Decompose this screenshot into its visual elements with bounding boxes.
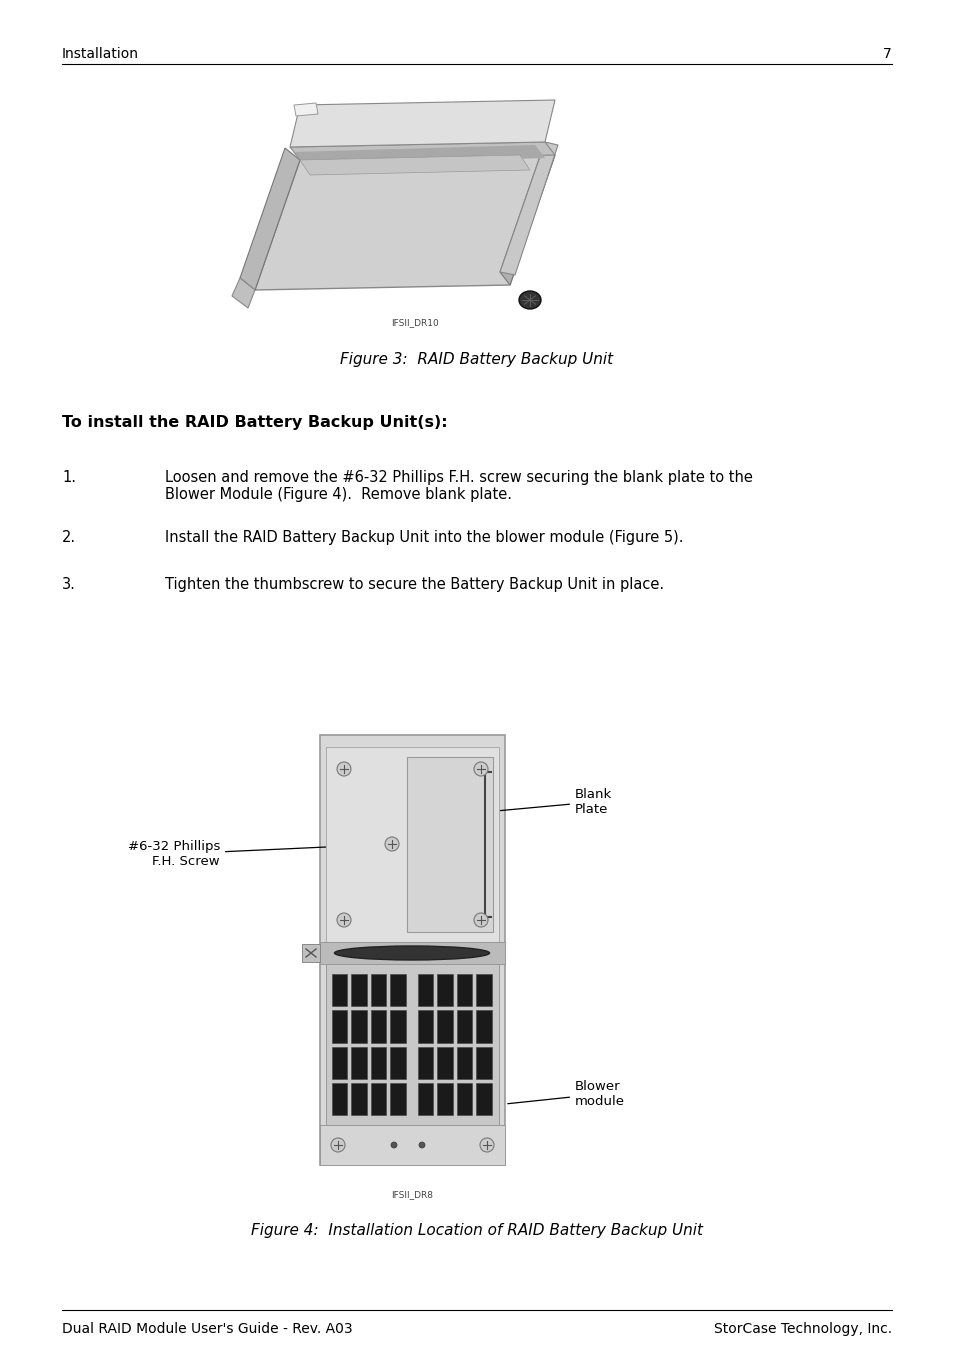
Text: Tighten the thumbscrew to secure the Battery Backup Unit in place.: Tighten the thumbscrew to secure the Bat… [165,576,663,591]
Bar [437,973,453,1006]
Bar [407,757,493,932]
Polygon shape [290,100,555,146]
Bar [351,1083,367,1114]
Bar [332,1010,347,1043]
Bar [371,1046,386,1079]
Bar [417,1083,433,1114]
Bar [390,1083,406,1114]
Bar [319,942,504,964]
Ellipse shape [385,836,398,852]
Text: Dual RAID Module User's Guide - Rev. A03: Dual RAID Module User's Guide - Rev. A03 [62,1322,353,1336]
Bar [371,1083,386,1114]
Text: Figure 4:  Installation Location of RAID Battery Backup Unit: Figure 4: Installation Location of RAID … [251,1223,702,1238]
Bar [437,1046,453,1079]
Ellipse shape [336,913,351,927]
Bar [326,964,498,1125]
Bar [476,973,492,1006]
Ellipse shape [335,946,489,960]
Polygon shape [294,145,544,166]
Ellipse shape [479,1138,494,1151]
Bar [390,1010,406,1043]
Bar [351,973,367,1006]
Bar [456,1083,472,1114]
Bar [319,735,504,1165]
Polygon shape [499,142,555,285]
Text: 7: 7 [882,47,891,62]
Text: 3.: 3. [62,576,76,591]
Bar [351,1046,367,1079]
Bar [326,747,498,942]
Polygon shape [232,278,254,308]
Bar [319,1125,504,1165]
Polygon shape [499,142,558,275]
Bar [390,1046,406,1079]
Text: 2.: 2. [62,530,76,545]
Bar [332,1046,347,1079]
Polygon shape [254,155,555,290]
Ellipse shape [331,1138,345,1151]
Ellipse shape [474,913,488,927]
Bar [456,1046,472,1079]
Bar [456,1010,472,1043]
Bar [476,1010,492,1043]
Bar [417,973,433,1006]
Bar [476,1046,492,1079]
Text: #6-32 Phillips
F.H. Screw: #6-32 Phillips F.H. Screw [128,841,389,868]
Bar [371,1010,386,1043]
Text: IFSII_DR8: IFSII_DR8 [391,1190,433,1199]
Bar [437,1083,453,1114]
Bar [456,973,472,1006]
Bar [332,973,347,1006]
Ellipse shape [474,763,488,776]
Polygon shape [240,148,299,290]
Bar [417,1046,433,1079]
Bar [437,1010,453,1043]
Bar [371,973,386,1006]
Ellipse shape [418,1142,424,1149]
Text: Loosen and remove the #6-32 Phillips F.H. screw securing the blank plate to the
: Loosen and remove the #6-32 Phillips F.H… [165,470,752,502]
Text: Installation: Installation [62,47,139,62]
Polygon shape [290,142,555,160]
Bar [417,1010,433,1043]
Bar [332,1083,347,1114]
Polygon shape [294,103,317,116]
Ellipse shape [391,1142,396,1149]
Text: 1.: 1. [62,470,76,485]
Bar [476,1083,492,1114]
Text: To install the RAID Battery Backup Unit(s):: To install the RAID Battery Backup Unit(… [62,415,447,430]
Bar [302,945,319,962]
Bar [351,1010,367,1043]
Text: StorCase Technology, Inc.: StorCase Technology, Inc. [713,1322,891,1336]
Polygon shape [299,155,530,175]
Bar [390,973,406,1006]
Text: Blank
Plate: Blank Plate [487,789,612,816]
Text: Figure 3:  RAID Battery Backup Unit: Figure 3: RAID Battery Backup Unit [340,352,613,367]
Ellipse shape [336,763,351,776]
Text: Blower
module: Blower module [507,1080,624,1108]
Ellipse shape [518,292,540,309]
Text: Install the RAID Battery Backup Unit into the blower module (Figure 5).: Install the RAID Battery Backup Unit int… [165,530,682,545]
Text: IFSII_DR10: IFSII_DR10 [391,318,438,327]
